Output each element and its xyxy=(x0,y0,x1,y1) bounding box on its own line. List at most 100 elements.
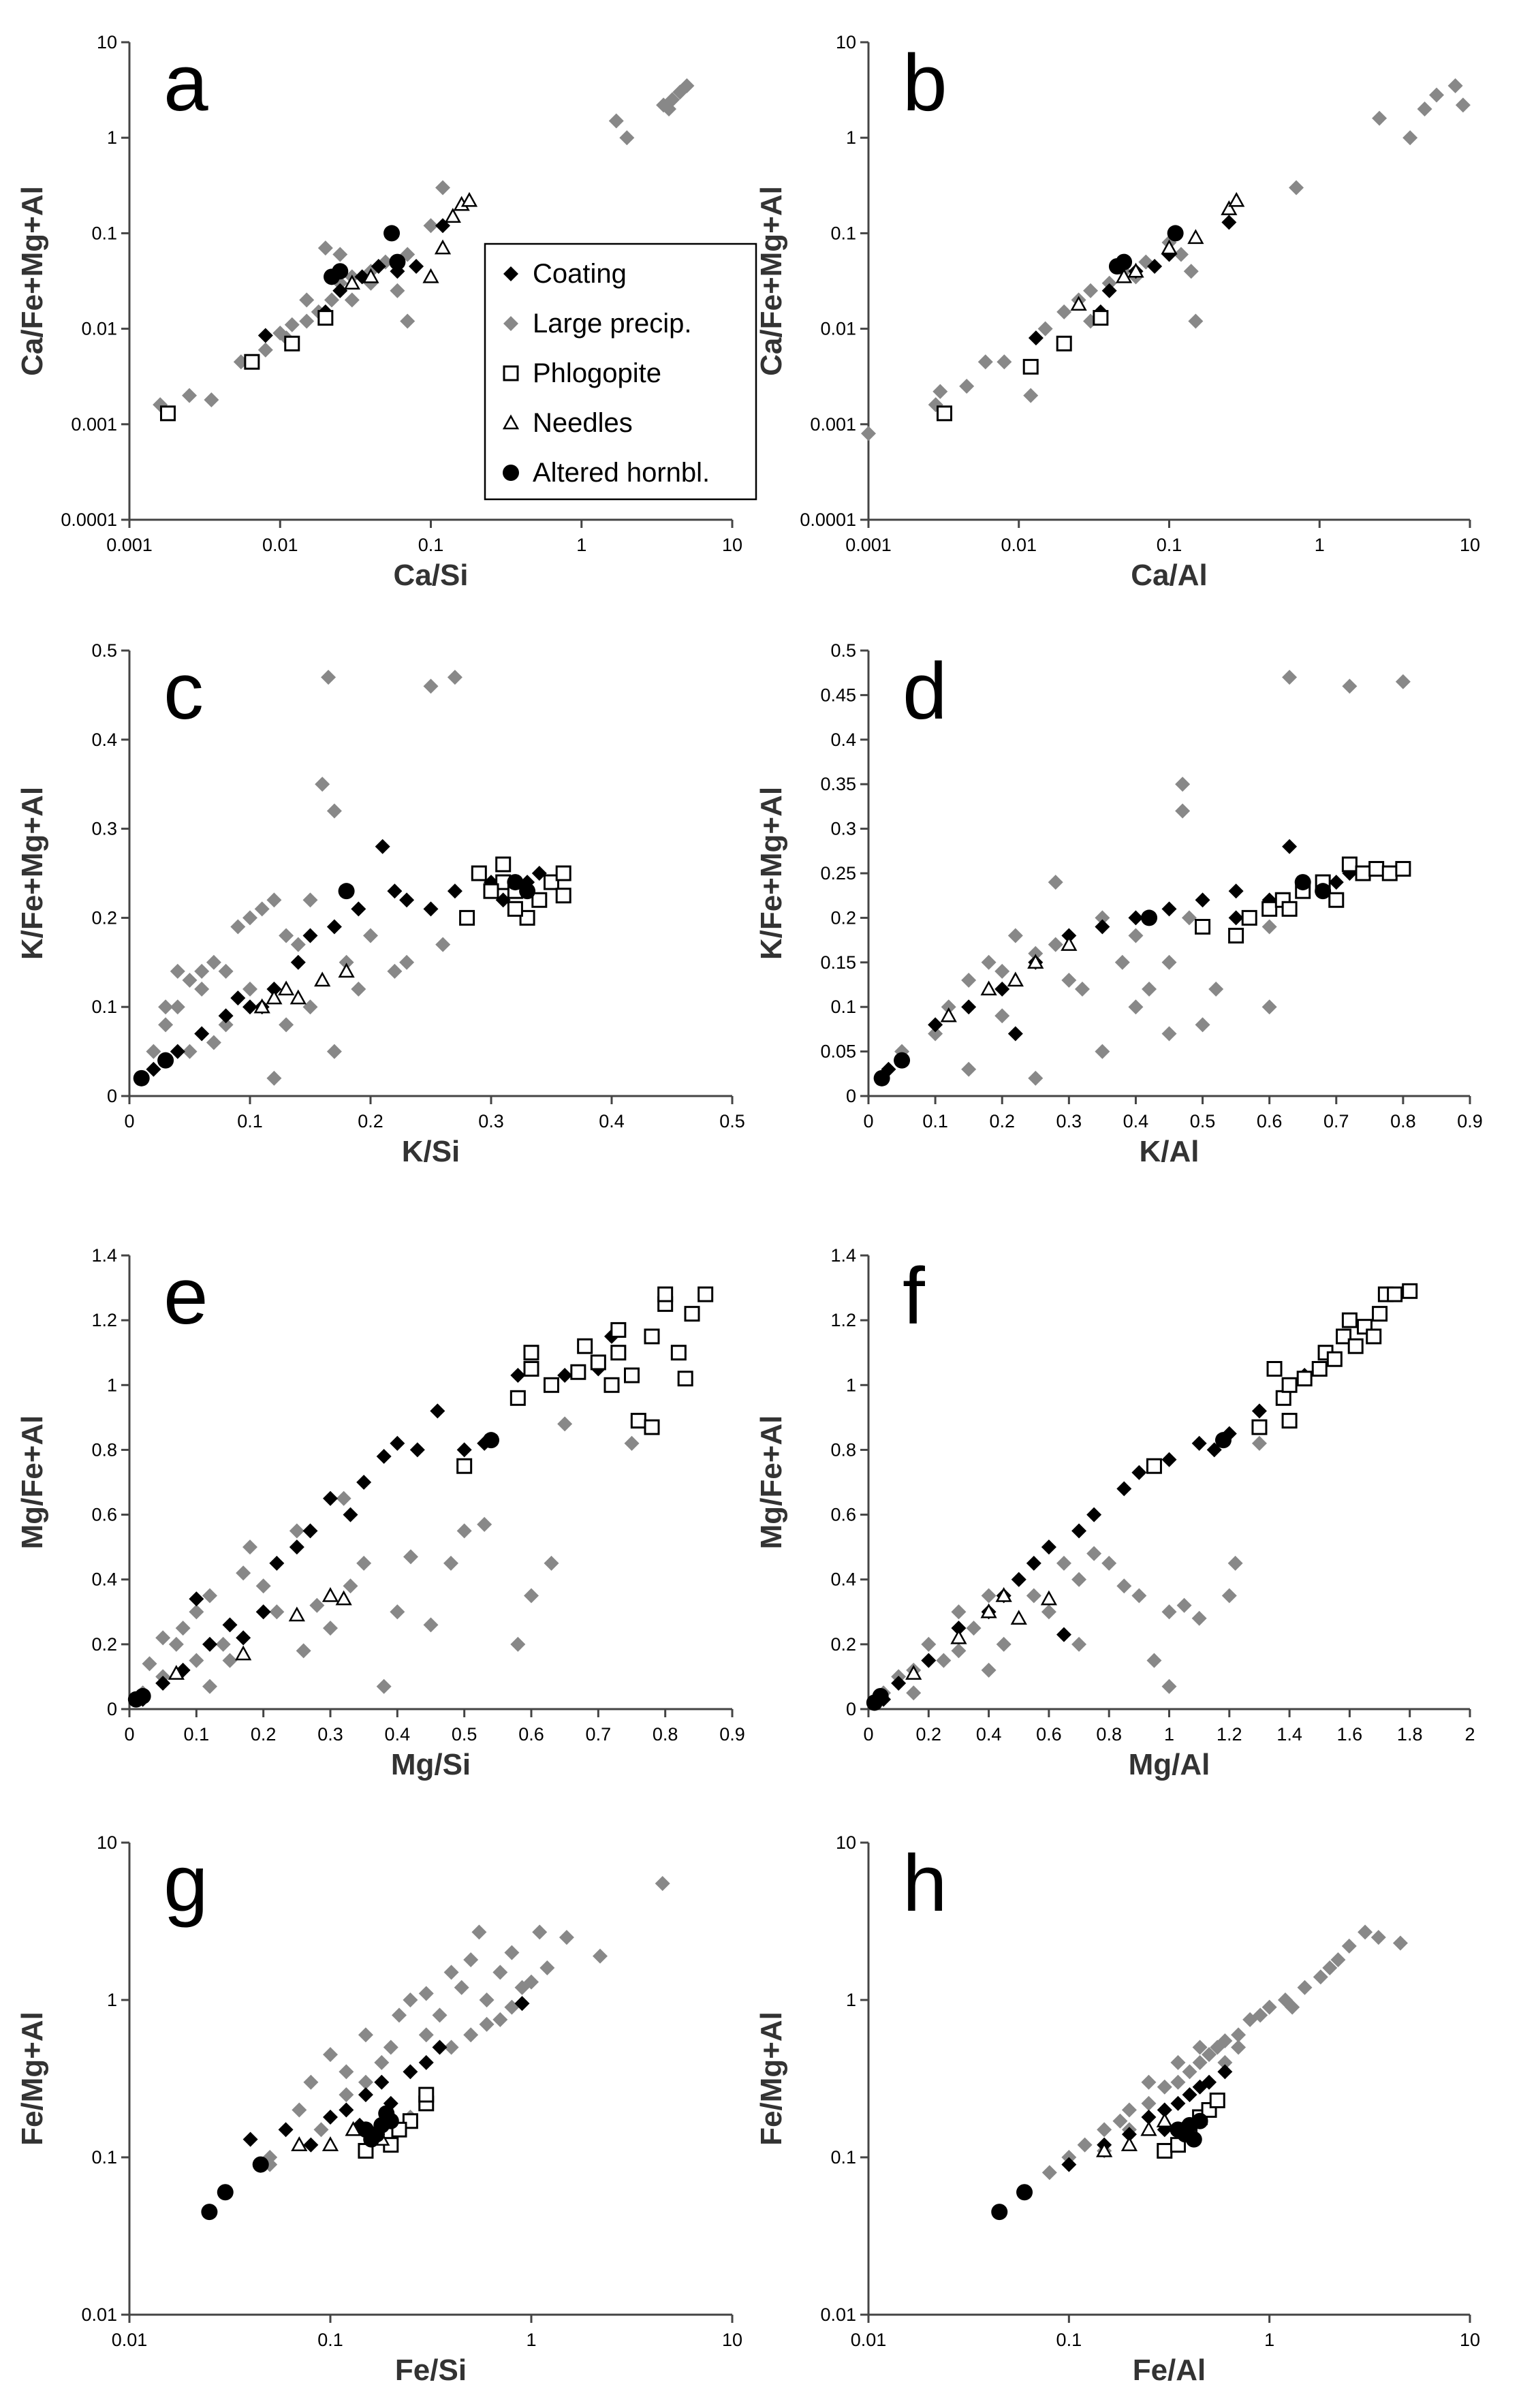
x-tick-label: 0.6 xyxy=(1257,1111,1283,1131)
point-large xyxy=(1392,1935,1408,1951)
y-tick-label: 0.25 xyxy=(820,863,856,884)
point-phlog xyxy=(1241,909,1257,926)
point-large xyxy=(981,954,997,970)
point-coating xyxy=(1028,330,1044,346)
point-large xyxy=(1007,928,1023,943)
point-phlog xyxy=(697,1286,714,1302)
point-large xyxy=(423,218,439,234)
x-tick-label: 0.001 xyxy=(106,535,153,555)
point-horn xyxy=(252,2156,269,2173)
point-phlog xyxy=(1146,1458,1162,1474)
y-tick-label: 0 xyxy=(846,1699,856,1719)
point-coating xyxy=(1071,1523,1087,1539)
point-large xyxy=(510,1636,526,1652)
point-coating xyxy=(409,259,424,275)
y-tick-label: 0.5 xyxy=(830,640,856,661)
x-tick-label: 0 xyxy=(124,1724,134,1745)
point-coating xyxy=(323,1490,338,1506)
x-tick-label: 1 xyxy=(1164,1724,1174,1745)
x-tick-label: 10 xyxy=(722,535,742,555)
point-large xyxy=(1023,388,1039,403)
point-phlog xyxy=(1157,2142,1173,2159)
point-phlog xyxy=(1326,1351,1343,1367)
point-horn xyxy=(1315,883,1332,900)
point-large xyxy=(390,1604,405,1620)
point-large xyxy=(317,240,333,256)
y-tick-label: 0.6 xyxy=(830,1505,856,1525)
point-coating xyxy=(1095,919,1110,935)
point-large xyxy=(655,1875,670,1891)
point-large xyxy=(1028,945,1044,961)
panel-label: e xyxy=(163,1251,208,1341)
panel-g: 0.01 0.1 1 10 0.01 0.1 1 10 Fe/Si Fe/Mg+Al g xyxy=(16,1832,742,2387)
point-large xyxy=(376,1678,392,1694)
point-coating xyxy=(278,2122,294,2138)
point-coating xyxy=(921,1653,937,1668)
point-large xyxy=(1313,1969,1328,1985)
point-large xyxy=(1202,2047,1217,2063)
legend-marker-coating xyxy=(503,266,518,281)
point-needles xyxy=(338,963,355,978)
point-coating xyxy=(409,1442,425,1458)
point-large xyxy=(1170,2074,1186,2090)
point-large xyxy=(661,101,677,116)
y-tick-label: 0.1 xyxy=(830,223,856,243)
point-phlog xyxy=(1228,928,1244,944)
point-large xyxy=(158,1017,174,1033)
point-phlog xyxy=(555,865,571,881)
y-tick-label: 1 xyxy=(107,127,117,148)
y-tick-label: 10 xyxy=(97,1832,117,1853)
y-tick-label: 0.0001 xyxy=(61,510,117,530)
point-large xyxy=(1101,275,1117,291)
point-large xyxy=(266,892,282,908)
y-tick-label: 1 xyxy=(107,1375,117,1395)
point-large xyxy=(175,1621,191,1636)
point-large xyxy=(299,292,315,308)
point-large xyxy=(1175,777,1191,792)
y-tick-label: 0.01 xyxy=(820,2304,856,2325)
y-tick-label: 0.4 xyxy=(91,730,117,750)
point-large xyxy=(557,1416,573,1432)
point-large xyxy=(1056,1555,1071,1571)
point-large xyxy=(1341,1938,1357,1954)
point-coating xyxy=(1328,875,1344,890)
point-phlog xyxy=(244,354,260,370)
point-large xyxy=(292,2102,307,2118)
point-large xyxy=(336,1490,351,1506)
point-large xyxy=(492,1965,508,1980)
x-axis-title: Mg/Si xyxy=(391,1748,471,1781)
point-coating xyxy=(302,1523,318,1539)
point-large xyxy=(242,982,257,997)
point-large xyxy=(266,1070,282,1086)
point-large xyxy=(1231,2039,1246,2055)
point-large xyxy=(1161,1678,1177,1694)
y-tick-label: 0.05 xyxy=(820,1042,856,1062)
point-phlog xyxy=(677,1371,693,1387)
point-large xyxy=(951,1604,967,1620)
point-needles xyxy=(335,1590,352,1606)
point-horn xyxy=(872,1687,889,1704)
y-tick-label: 0.3 xyxy=(830,819,856,839)
point-phlog xyxy=(657,1286,674,1302)
x-tick-label: 10 xyxy=(722,2330,742,2350)
point-needles xyxy=(343,275,360,290)
point-needles xyxy=(950,1629,967,1644)
point-needles xyxy=(1221,200,1238,215)
point-phlog xyxy=(531,892,548,908)
point-needles xyxy=(1010,1610,1027,1625)
point-phlog xyxy=(1395,860,1411,877)
point-large xyxy=(544,1555,559,1571)
point-phlog xyxy=(577,1338,593,1354)
point-phlog xyxy=(1195,918,1211,935)
point-phlog xyxy=(1056,335,1072,351)
x-tick-label: 0.8 xyxy=(1096,1724,1122,1745)
point-needles xyxy=(322,2136,339,2151)
y-axis-title: Fe/Mg+Al xyxy=(16,2012,49,2146)
y-axis-title: Ca/Fe+Mg+Al xyxy=(755,186,788,376)
point-large xyxy=(861,426,876,441)
point-phlog xyxy=(1022,358,1039,375)
point-large xyxy=(959,379,975,394)
point-horn xyxy=(389,253,406,270)
point-phlog xyxy=(456,1458,473,1474)
point-large xyxy=(1157,2079,1172,2095)
